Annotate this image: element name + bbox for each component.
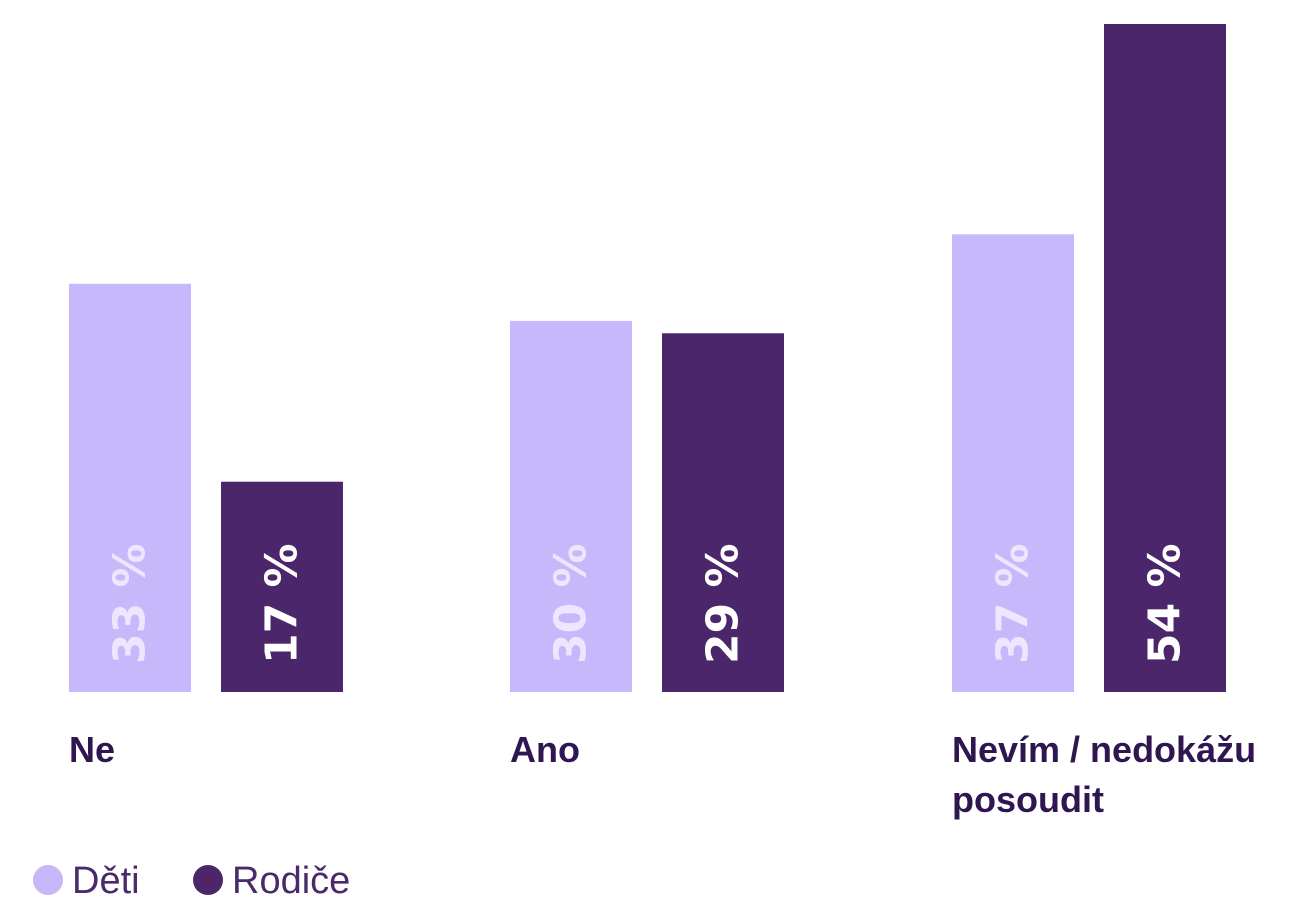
category-label: Ne [69,729,115,770]
category-label: Ano [510,729,580,770]
bar-value-label: 33 % [105,543,156,664]
legend-label-deti: Děti [72,860,140,902]
bar-rodice-0 [221,481,343,692]
bar-value-label: 29 % [698,543,749,664]
bar-rodice-1 [662,333,784,692]
category-label: Nevím / nedokážu posoudit [952,729,1256,820]
bar-rodice-2 [1104,24,1226,692]
category-labels-group: Ne Ano Nevím / nedokážu posoudit [69,729,1256,820]
legend-dot-deti [33,865,63,895]
bar-value-label: 37 % [988,543,1039,664]
legend-label-rodice: Rodiče [232,860,350,902]
bar-deti-0 [69,283,191,692]
bar-value-label: 30 % [546,543,597,664]
legend-dot-rodice [193,865,223,895]
bar-deti-2 [952,234,1074,692]
legend: Děti Rodiče [33,860,350,902]
bars-group [69,24,1226,692]
bar-value-label: 17 % [257,543,308,664]
bar-labels-group: 33 % 17 % 30 % 29 % 37 % 54 % [105,543,1191,664]
bar-value-label: 54 % [1140,543,1191,664]
bar-deti-1 [510,320,632,692]
